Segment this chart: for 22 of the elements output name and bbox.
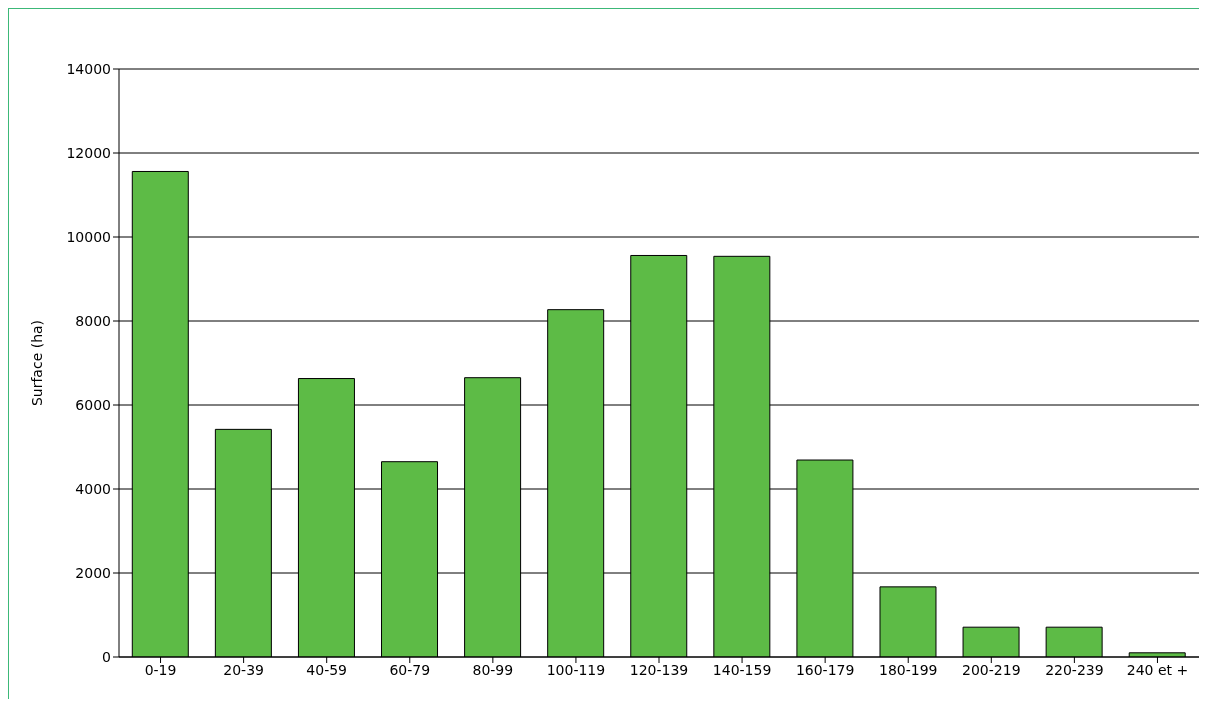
y-tick-label: 12000 [66,144,111,161]
y-tick-label: 0 [102,648,111,665]
x-tick-label: 240 et + [1126,661,1189,678]
x-tick-label: 40-59 [306,661,348,678]
x-tick-label: 80-99 [472,661,514,678]
x-tick-label: 120-139 [629,661,689,678]
x-tick-label: 0-19 [144,661,177,678]
y-tick-label: 10000 [66,228,111,245]
x-tick-label: 60-79 [389,661,431,678]
y-tick-label: 8000 [75,312,111,329]
y-tick-label: 6000 [75,396,111,413]
x-tick-label: 160-179 [795,661,855,678]
x-tick-label: 20-39 [223,661,264,678]
y-tick-label: 2000 [75,564,111,581]
y-axis-title: Surface (ha) [28,319,45,407]
x-tick-label: 180-199 [878,661,938,678]
x-tick-label: 200-219 [962,661,1021,678]
y-tick-label: 4000 [75,480,111,497]
x-tick-label: 140-159 [712,661,772,678]
x-tick-label: 100-119 [546,661,606,678]
y-tick-label: 14000 [66,60,111,77]
x-tick-label: 220-239 [1045,661,1104,678]
